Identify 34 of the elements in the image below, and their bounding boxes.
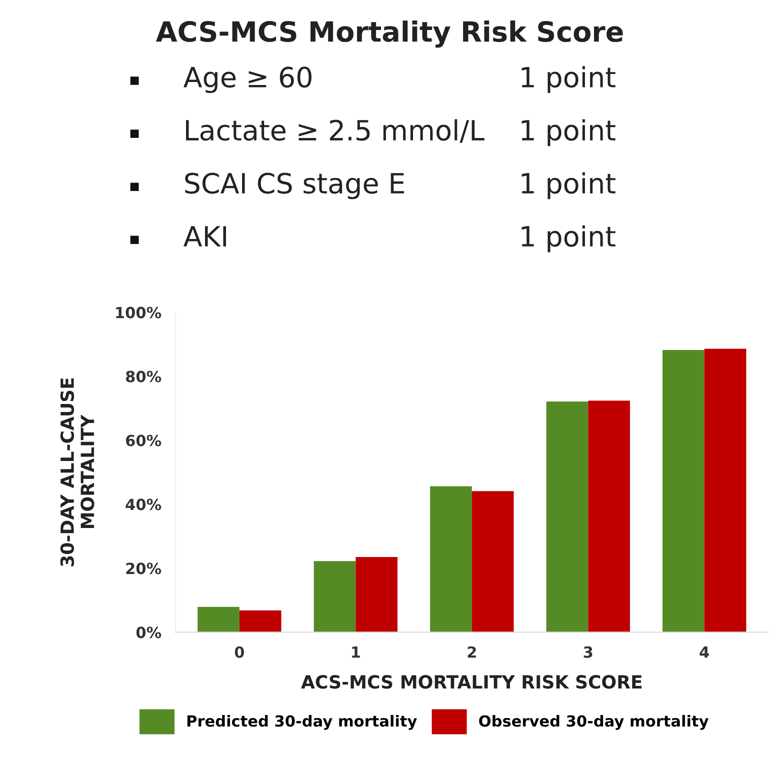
x-tick-label: 1 (352, 646, 360, 658)
legend-label: Predicted 30-day mortality (187, 714, 417, 730)
legend-label: Observed 30-day mortality (479, 714, 708, 730)
x-tick-label: 4 (700, 646, 709, 658)
y-tick-label: 100% (116, 306, 162, 318)
y-axis-title: 30-DAY ALL-CAUSE MORTALITY (60, 378, 94, 566)
y-tick-label: 80% (126, 370, 162, 382)
bar (588, 400, 630, 632)
x-tick-label: 0 (234, 646, 244, 658)
bar (546, 402, 588, 632)
text: AKI (184, 226, 226, 246)
text: 1 point (522, 66, 616, 94)
bar (198, 606, 240, 632)
y-tick-label: 40% (126, 498, 162, 510)
bar (472, 491, 514, 632)
text: SCAI CS stage E (185, 172, 404, 200)
text: Age ≥ 60 (184, 66, 312, 94)
bar (704, 348, 746, 632)
text: 1 point (522, 119, 616, 146)
y-tick-label: 0% (136, 626, 162, 638)
x-tick-label: 3 (584, 646, 592, 658)
bar (430, 486, 472, 632)
bar (662, 350, 704, 632)
x-tick-label: 2 (468, 646, 476, 658)
chart-title: ACS-MCS Mortality Risk Score (156, 20, 623, 48)
text: Lactate ≥ 2.5 mmol/L (186, 119, 484, 143)
text: 1 point (522, 172, 616, 200)
x-axis-title: ACS-MCS MORTALITY RISK SCORE (301, 675, 642, 689)
y-tick-label: 60% (126, 434, 162, 446)
bar (356, 557, 398, 632)
text: 1 point (522, 225, 616, 252)
bar (314, 561, 356, 632)
bar (239, 610, 282, 632)
y-tick-label: 20% (126, 562, 162, 574)
